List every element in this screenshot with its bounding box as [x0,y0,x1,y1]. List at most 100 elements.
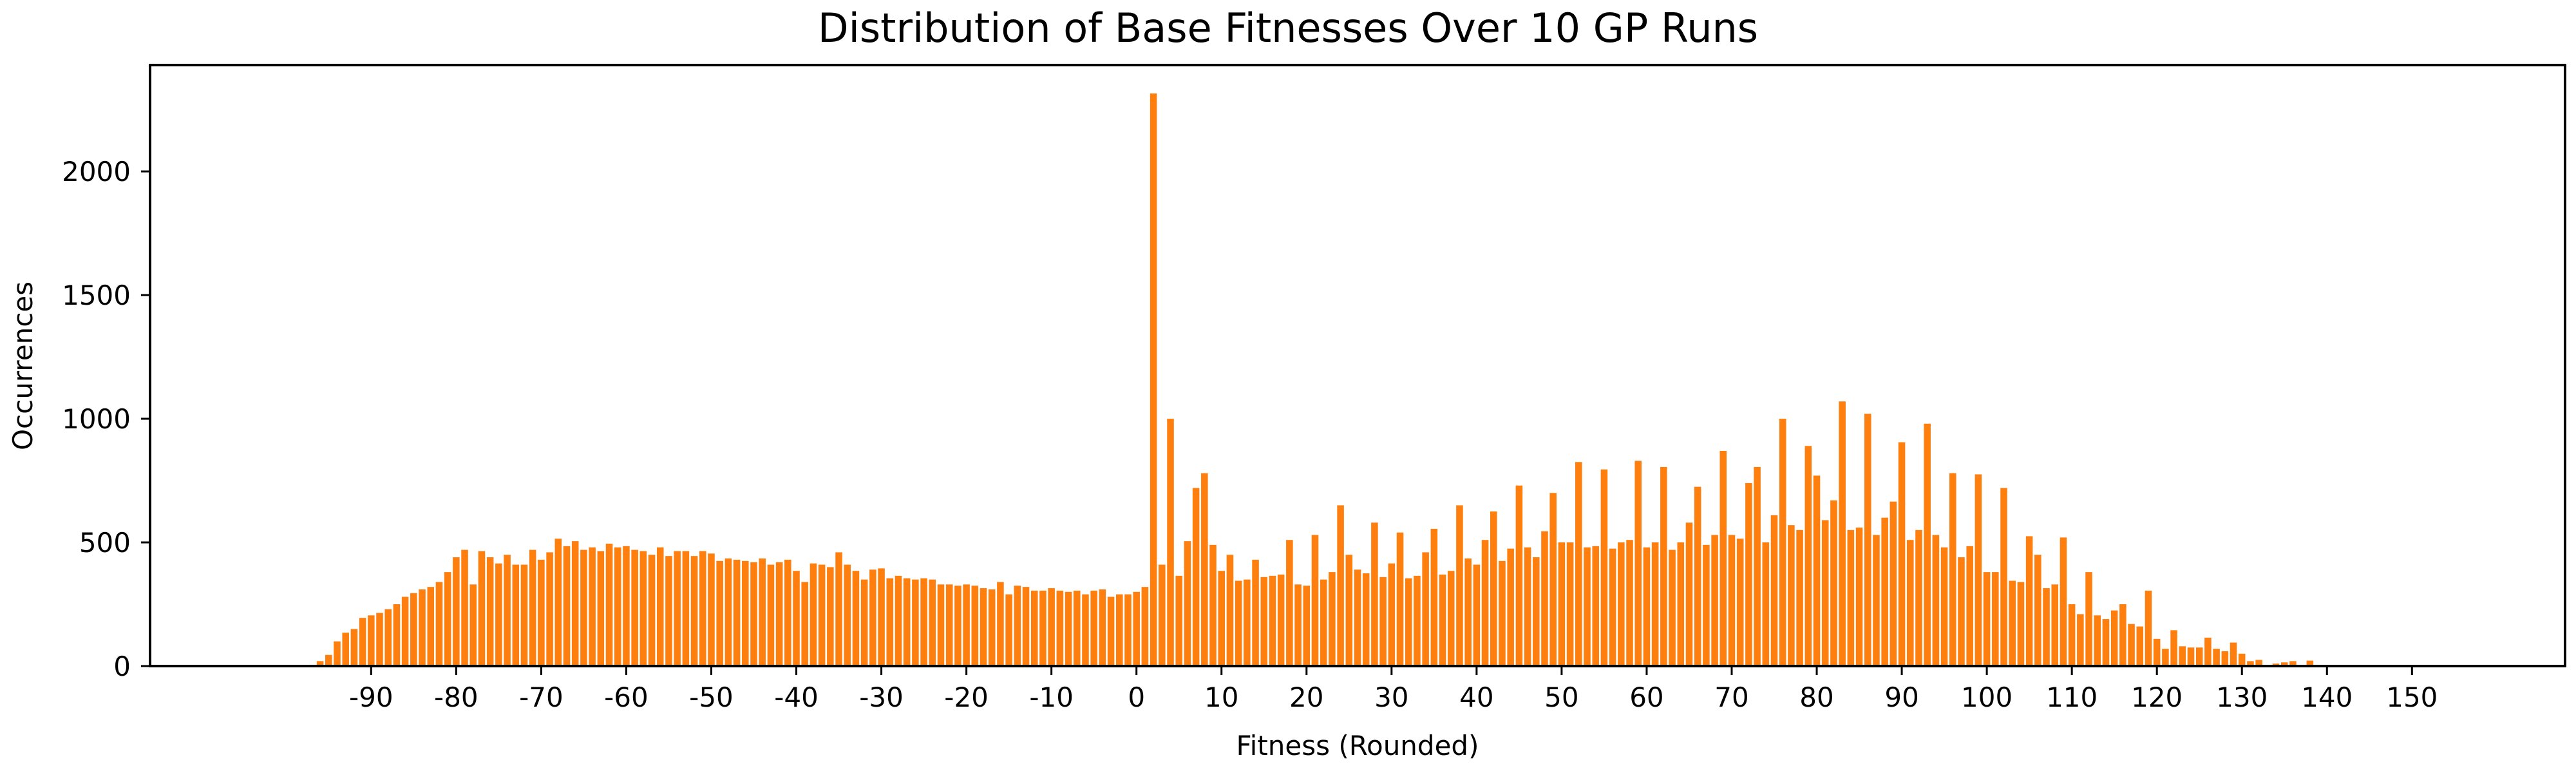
bar [1703,544,1710,666]
bar [1354,569,1361,666]
bar [1175,575,1182,666]
bar [2213,649,2220,666]
bar [690,556,698,666]
bar [2051,584,2059,666]
bar [563,546,571,666]
bar [1439,574,1446,666]
x-tick-label: 50 [1544,682,1578,713]
x-tick-label: 80 [1799,682,1833,713]
bar [410,593,417,666]
bar [2077,614,2084,666]
bar [1133,591,1140,666]
bar [1847,530,1855,666]
bar [1073,590,1081,666]
bar [920,578,927,666]
bar [1379,577,1387,666]
bar [1762,542,1770,666]
bar [937,584,945,666]
bar [1677,542,1685,666]
x-tick-label: 10 [1204,682,1238,713]
bar [2119,604,2126,666]
bar [869,569,876,666]
bar [1141,587,1149,666]
bar [1286,540,1293,666]
bar [1090,590,1097,666]
bar [1584,547,1591,666]
bar [818,564,826,666]
bar [1533,557,1540,666]
x-tick-label: 90 [1884,682,1918,713]
bar [1337,505,1344,666]
x-tick-label: -40 [774,682,819,713]
bar [929,579,936,666]
bar [1464,558,1472,666]
bar [1345,555,1353,666]
plot-frame [149,64,2566,667]
bar [1643,547,1651,666]
bar [1405,578,1412,666]
bar [1124,594,1132,666]
bar [1634,461,1642,666]
bar [1719,450,1727,666]
bar [1201,473,1208,666]
bar [945,584,953,666]
bar [2247,661,2254,666]
bar [665,556,672,666]
bar [453,557,460,666]
x-tick-label: -60 [604,682,649,713]
bar [1975,474,1982,666]
bar [699,551,706,666]
bar [1728,535,1736,666]
bar [1754,466,1761,666]
x-tick-label: -50 [689,682,734,713]
bar [1626,540,1633,666]
bar [767,564,775,666]
chart-title: Distribution of Base Fitnesses Over 10 G… [818,5,1758,52]
bar [1252,559,1259,666]
bar [2153,638,2161,666]
bar [554,539,562,666]
bar [1940,547,1948,666]
bar [2094,615,2101,666]
bar [2017,582,2025,666]
bar [674,551,681,666]
bar [1958,557,1965,666]
bar [2110,610,2118,666]
bar [1541,531,1548,666]
bar [1694,486,1701,666]
x-tick-label: -80 [434,682,478,713]
bar [1082,594,1089,666]
bar [2170,630,2177,666]
bar [1005,594,1012,666]
bar [1592,546,1599,666]
bar [656,547,664,666]
bar [1022,587,1030,666]
bar [2145,590,2152,666]
bar [1065,591,1072,666]
bar [1159,564,1166,666]
x-tick-label: 130 [2216,682,2268,713]
x-tick-label: -70 [519,682,564,713]
bar [1889,501,1897,666]
bar [2025,536,2033,666]
bar [793,571,800,666]
bar [2102,619,2110,666]
bar [1269,575,1276,666]
bar [580,549,587,666]
bar [1609,548,1616,666]
bar [775,562,783,666]
bar [1507,548,1514,666]
bar [971,586,979,666]
bar [2043,588,2050,666]
bar [1056,590,1064,666]
bar [538,559,545,666]
bar [1821,520,1829,666]
bar [1804,446,1812,666]
bar [597,551,605,666]
bar [1881,517,1888,666]
x-axis-label: Fitness (Rounded) [1236,730,1479,761]
bar [1813,475,1821,666]
bar [614,547,621,666]
bar [724,558,732,666]
